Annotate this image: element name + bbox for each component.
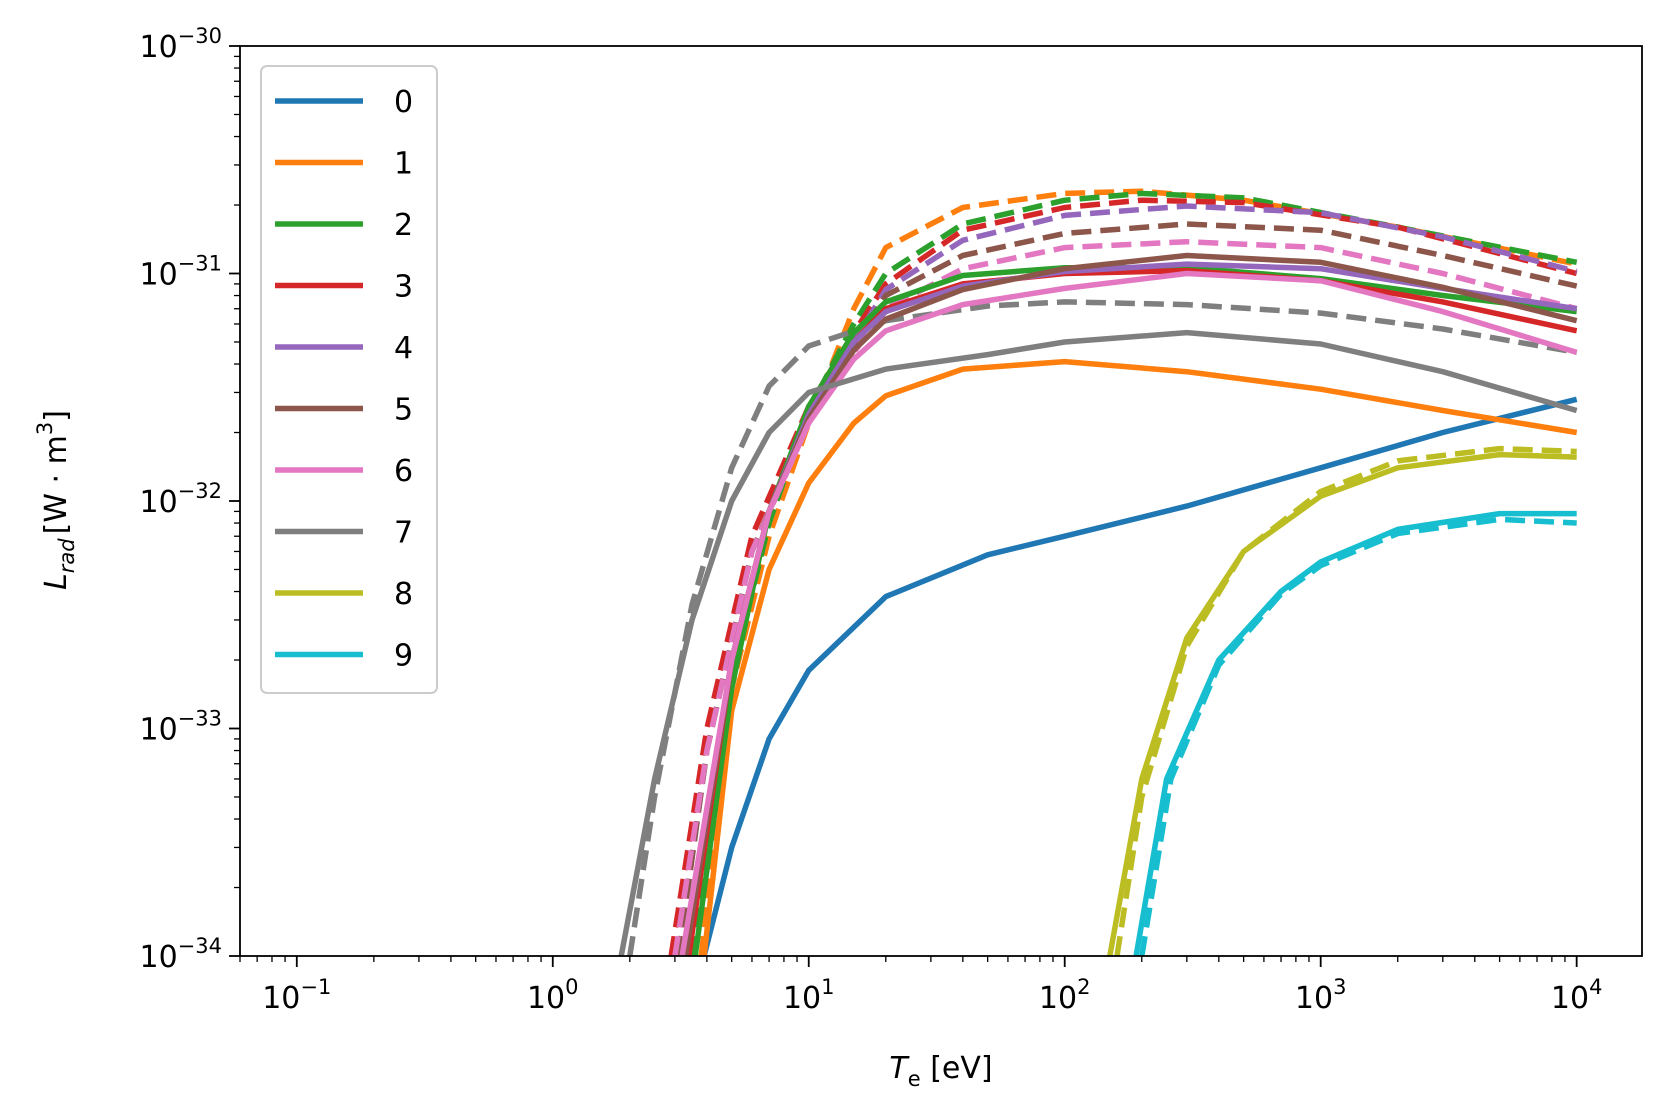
series-9-solid-line — [1133, 510, 1577, 956]
y-tick-label: 10−30 — [139, 24, 222, 65]
y-axis-label: Lrad[W · m3] — [33, 410, 79, 590]
legend-label-5: 5 — [394, 393, 413, 428]
legend: 0 1 2 3 4 5 6 7 8 9 — [260, 65, 438, 694]
series-1-solid-line — [701, 358, 1578, 956]
legend-label-3: 3 — [394, 270, 413, 305]
x-tick-label: 103 — [1295, 975, 1347, 1016]
legend-label-1: 1 — [394, 147, 413, 182]
x-tick-label: 101 — [783, 975, 835, 1016]
series-6-solid-line — [679, 270, 1578, 956]
y-axis: 10−34 10−33 10−32 10−31 10−30 — [139, 24, 240, 975]
x-tick-label: 104 — [1551, 975, 1603, 1016]
x-axis: 10−1 100 101 102 103 104 — [239, 956, 1603, 1016]
legend-label-6: 6 — [394, 454, 413, 489]
y-tick-label: 10−33 — [139, 707, 222, 748]
y-tick-label: 10−31 — [139, 252, 222, 293]
series-layer — [618, 188, 1578, 956]
series-7-solid-line — [618, 329, 1578, 956]
legend-label-0: 0 — [394, 85, 413, 120]
x-tick-label: 10−1 — [262, 975, 331, 1016]
legend-label-4: 4 — [394, 331, 413, 366]
series-8-solid-line — [1107, 451, 1577, 956]
y-tick-label: 10−34 — [139, 934, 222, 975]
legend-label-7: 7 — [394, 516, 413, 551]
legend-label-9: 9 — [394, 639, 413, 674]
x-axis-label: Te [eV] — [889, 1051, 992, 1091]
series-0-solid-line — [701, 396, 1578, 956]
series-3-dashed-line — [668, 197, 1578, 956]
x-tick-label: 102 — [1039, 975, 1091, 1016]
legend-label-8: 8 — [394, 577, 413, 612]
x-tick-label: 100 — [527, 975, 579, 1016]
y-tick-label: 10−32 — [139, 479, 222, 520]
legend-label-2: 2 — [394, 208, 413, 243]
